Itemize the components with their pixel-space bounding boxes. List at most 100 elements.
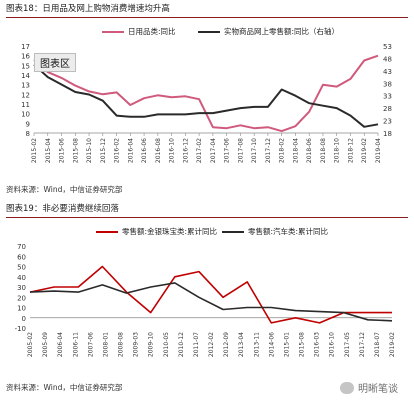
y2-tick-label: 33 <box>383 93 392 101</box>
x-tick-label: 2019-04 <box>375 138 382 163</box>
y-tick-label: 10 <box>17 305 26 313</box>
x-tick-label: 2005-02 <box>27 332 34 357</box>
x-tick-label: 2006-11 <box>72 332 79 357</box>
y2-tick-label: 23 <box>383 118 392 126</box>
legend-swatch <box>198 30 220 33</box>
x-tick-label: 2018-07 <box>374 332 381 357</box>
x-tick-label: 2017-10 <box>251 138 258 163</box>
x-tick-label: 2012-09 <box>223 332 230 357</box>
x-tick-label: 2019-02 <box>361 138 368 163</box>
x-tick-label: 2014-06 <box>268 332 275 357</box>
x-tick-label: 2017-08 <box>237 138 244 163</box>
x-tick-label: 2017-04 <box>210 138 217 163</box>
legend-label: 实物商品网上零售额:同比（右轴） <box>224 27 340 36</box>
x-tick-label: 2011-07 <box>193 332 200 357</box>
y-tick-label: 10 <box>21 111 30 119</box>
legend-swatch <box>102 30 124 33</box>
y2-tick-label: 43 <box>383 68 392 76</box>
series-line <box>33 63 379 128</box>
figure18-title: 图表18：日用品及网上购物消费增速均升高 <box>6 4 170 14</box>
wechat-icon <box>340 381 354 394</box>
x-tick-label: 2017-06 <box>224 138 231 163</box>
legend-label: 零售额:汽车类:累计同比 <box>248 227 329 236</box>
x-tick-label: 2015-06 <box>59 138 66 163</box>
figure18-legend-item-2: 实物商品网上零售额:同比（右轴） <box>198 26 339 37</box>
y-tick-label: 14 <box>21 72 30 80</box>
figure18-title-rule <box>6 17 408 18</box>
figure18-source: 资料来源：Wind，中信证券研究部 <box>6 185 123 194</box>
y-tick-label: 20 <box>17 294 26 302</box>
x-tick-label: 2017-12 <box>265 138 272 163</box>
figure19-chart: -10 0 10 20 30 40 50 60 70 2005-02 2005-09 2006-04 2… <box>15 243 396 357</box>
y-tick-label: 0 <box>22 315 26 323</box>
series-line <box>29 282 393 322</box>
y-tick-label: 11 <box>21 101 30 109</box>
y-tick-label: 12 <box>21 91 30 99</box>
x-tick-label: 2009-03 <box>133 332 140 357</box>
x-tick-label: 2017-02 <box>196 138 203 163</box>
figure19-legend-item-1: 零售额:金银珠宝类:累计同比 <box>96 226 217 237</box>
x-tick-label: 2006-04 <box>57 332 64 357</box>
y-tick-label: 40 <box>17 274 26 282</box>
y2-tick-label: 18 <box>383 130 392 138</box>
x-tick-label: 2013-04 <box>238 332 245 357</box>
figure19-title-rule <box>6 217 408 218</box>
x-tick-label: 2015-12 <box>100 138 107 163</box>
watermark: 明晰笔谈 <box>340 380 398 395</box>
x-tick-label: 2016-06 <box>141 138 148 163</box>
y-tick-label: -10 <box>15 325 26 333</box>
y-tick-label: 17 <box>21 43 30 51</box>
y-tick-label: 15 <box>21 62 30 70</box>
x-tick-label: 2015-10 <box>86 138 93 163</box>
y-tick-label: 9 <box>26 120 30 128</box>
figure18-legend-item-1: 日用品类:同比 <box>102 26 176 37</box>
x-tick-label: 2018-12 <box>347 138 354 163</box>
x-tick-label: 2017-05 <box>344 332 351 357</box>
legend-label: 日用品类:同比 <box>128 27 176 36</box>
y-tick-label: 70 <box>17 243 26 251</box>
y-tick-label: 30 <box>17 284 26 292</box>
x-tick-label: 2007-06 <box>87 332 94 357</box>
y2-tick-label: 28 <box>383 105 392 113</box>
x-tick-label: 2015-02 <box>31 138 38 163</box>
x-tick-label: 2005-09 <box>42 332 49 357</box>
figure19-title: 图表19：非必要消费继续回落 <box>6 204 119 214</box>
x-tick-label: 2012-02 <box>208 332 215 357</box>
figure19-source: 资料来源：Wind，中信证券研究部 <box>6 383 123 392</box>
x-tick-label: 2018-08 <box>320 138 327 163</box>
y2-tick-label: 48 <box>383 55 392 63</box>
y-tick-label: 60 <box>17 253 26 261</box>
x-tick-label: 2018-02 <box>279 138 286 163</box>
x-tick-label: 2016-04 <box>127 138 134 163</box>
x-tick-label: 2009-10 <box>148 332 155 357</box>
y-tick-label: 50 <box>17 264 26 272</box>
x-tick-label: 2016-02 <box>114 138 121 163</box>
x-tick-label: 2015-01 <box>283 332 290 357</box>
x-tick-label: 2019-02 <box>389 332 396 357</box>
x-tick-label: 2016-10 <box>329 332 336 357</box>
x-tick-label: 2008-01 <box>102 332 109 357</box>
x-tick-label: 2015-08 <box>72 138 79 163</box>
x-tick-label: 2015-04 <box>45 138 52 163</box>
legend-label: 零售额:金银珠宝类:累计同比 <box>122 227 218 236</box>
x-tick-label: 2018-04 <box>292 138 299 163</box>
x-tick-label: 2013-11 <box>253 332 260 357</box>
x-tick-label: 2015-08 <box>299 332 306 357</box>
y-tick-label: 8 <box>26 130 30 138</box>
x-tick-label: 2016-12 <box>182 138 189 163</box>
x-tick-label: 2016-03 <box>314 332 321 357</box>
x-tick-label: 2017-12 <box>359 332 366 357</box>
figure19-legend-item-2: 零售额:汽车类:累计同比 <box>222 226 328 237</box>
y2-tick-label: 53 <box>383 43 392 51</box>
chart-area-tooltip: 图表区 <box>34 53 76 72</box>
y2-tick-label: 38 <box>383 80 392 88</box>
series-line <box>29 265 392 324</box>
legend-swatch <box>222 230 244 233</box>
x-tick-label: 2018-06 <box>306 138 313 163</box>
x-tick-label: 2008-08 <box>118 332 125 357</box>
x-tick-label: 2018-10 <box>334 138 341 163</box>
x-tick-label: 2016-10 <box>169 138 176 163</box>
watermark-text: 明晰笔谈 <box>358 384 398 395</box>
y-tick-label: 16 <box>21 53 30 61</box>
